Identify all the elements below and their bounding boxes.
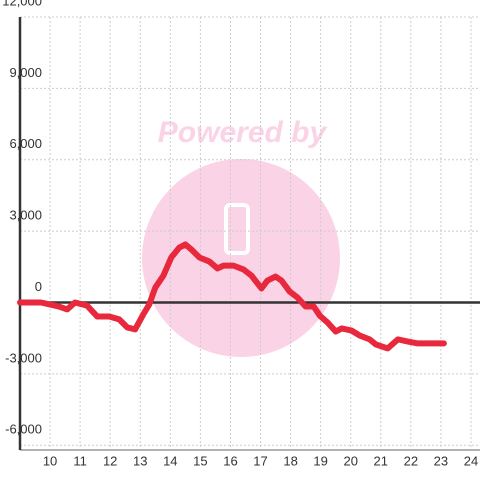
x-tick-label: 23 — [434, 453, 448, 468]
x-tick-label: 15 — [193, 453, 207, 468]
x-tick-label: 13 — [133, 453, 147, 468]
y-tick-label: -6,000 — [5, 422, 42, 437]
watermark-text: Powered by — [158, 116, 328, 149]
watermark-icon — [224, 203, 250, 255]
y-tick-label: 3,000 — [9, 208, 42, 223]
x-tick-label: 18 — [283, 453, 297, 468]
x-tick-label: 16 — [223, 453, 237, 468]
x-tick-label: 14 — [163, 453, 177, 468]
x-tick-label: 11 — [73, 453, 87, 468]
x-tick-label: 17 — [253, 453, 267, 468]
x-tick-label: 10 — [43, 453, 57, 468]
y-tick-label: 12,000 — [2, 0, 42, 8]
x-tick-label: 19 — [313, 453, 327, 468]
x-tick-label: 24 — [464, 453, 478, 468]
y-tick-label: 6,000 — [9, 136, 42, 151]
y-tick-label: 9,000 — [9, 65, 42, 80]
data-line — [17, 241, 447, 352]
watermark-logo — [142, 159, 340, 357]
x-tick-label: 21 — [374, 453, 388, 468]
x-tick-label: 22 — [404, 453, 418, 468]
y-tick-label: 0 — [35, 279, 42, 294]
y-tick-label: -3,000 — [5, 350, 42, 365]
x-tick-label: 20 — [343, 453, 357, 468]
x-tick-label: 12 — [103, 453, 117, 468]
